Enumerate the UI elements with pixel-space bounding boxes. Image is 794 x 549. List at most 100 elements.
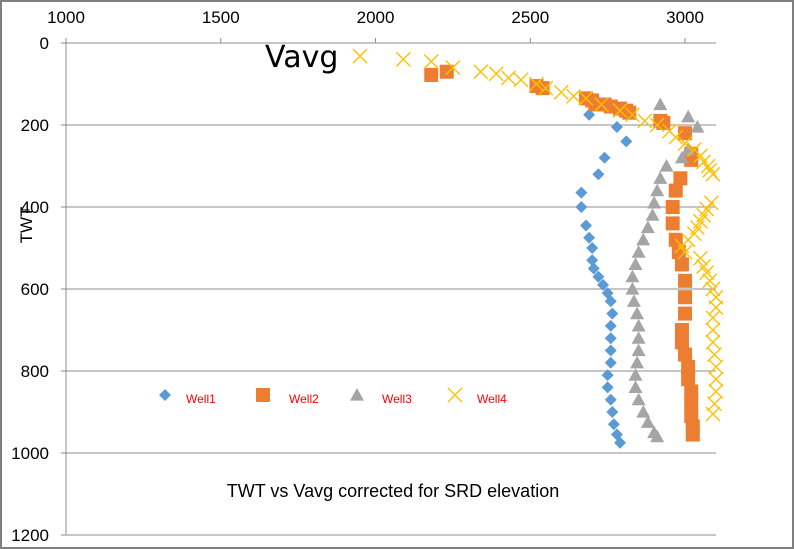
data-point: [423, 53, 439, 69]
data-point: [650, 429, 665, 443]
data-point: [610, 121, 623, 134]
data-point: [636, 405, 651, 418]
data-point: [628, 257, 643, 270]
data-point: [640, 415, 655, 428]
data-point: [513, 72, 529, 88]
data-point: [566, 88, 582, 104]
series-well2: [424, 64, 700, 442]
data-point: [631, 331, 646, 344]
data-point: [424, 67, 439, 82]
data-point: [583, 231, 596, 244]
data-point: [604, 319, 617, 332]
x-tick-label: 1500: [202, 8, 240, 27]
data-point: [677, 135, 693, 151]
data-point: [624, 107, 640, 123]
data-point: [528, 76, 544, 92]
y-tick-label: 600: [21, 280, 49, 299]
data-point: [678, 290, 693, 305]
legend-item-well4: Well4: [447, 387, 507, 406]
data-point: [681, 372, 696, 387]
data-point: [706, 396, 722, 412]
legend-item-well2: Well2: [256, 388, 319, 406]
data-point: [678, 347, 693, 362]
data-point: [674, 323, 689, 337]
data-point: [604, 344, 617, 357]
x-tick-label: 1000: [47, 8, 85, 27]
data-point: [706, 347, 722, 363]
axes: [61, 38, 716, 536]
legend: Well1 Well2 Well3 Well4: [159, 387, 507, 406]
data-point: [473, 64, 489, 80]
y-tick-labels: 0 200 400 600 800 1000 1200: [11, 34, 49, 545]
data-point: [628, 380, 643, 393]
data-point: [636, 232, 651, 246]
data-point: [597, 278, 610, 291]
y-tick-label: 200: [21, 116, 49, 135]
data-point: [604, 332, 617, 345]
data-point: [630, 355, 645, 369]
y-tick-label: 1200: [11, 526, 49, 545]
legend-marker: [350, 388, 364, 401]
data-point: [699, 265, 715, 281]
x-tick-label: 2000: [357, 8, 395, 27]
data-point: [445, 60, 461, 76]
series-well1: [575, 108, 633, 449]
data-point: [681, 359, 696, 374]
legend-label: Well3: [382, 392, 412, 406]
series-well4: [352, 48, 724, 422]
series-well3: [625, 97, 705, 443]
data-point: [653, 97, 668, 111]
y-tick-label: 1000: [11, 444, 49, 463]
data-point: [592, 168, 605, 181]
data-point: [708, 359, 724, 375]
data-point: [586, 254, 599, 267]
data-point: [708, 299, 724, 315]
data-point: [601, 381, 614, 394]
data-point: [501, 70, 517, 86]
legend-label: Well4: [477, 392, 507, 406]
y-tick-label: 800: [21, 362, 49, 381]
data-point: [395, 51, 411, 67]
data-point: [631, 318, 646, 332]
data-point: [625, 269, 640, 283]
data-point: [640, 220, 655, 234]
data-point: [538, 80, 554, 96]
data-point: [620, 135, 633, 148]
gridlines: [66, 124, 716, 536]
data-point: [553, 84, 569, 100]
data-point: [637, 113, 653, 129]
data-point: [684, 396, 699, 411]
vavg-annotation: Vavg: [265, 40, 338, 75]
data-point: [678, 273, 693, 288]
y-tick-label: 0: [40, 34, 49, 53]
data-point: [702, 162, 718, 178]
data-point: [705, 322, 721, 338]
data-point: [700, 158, 716, 174]
data-point: [674, 257, 689, 272]
data-point: [705, 334, 721, 350]
data-point: [612, 103, 628, 119]
data-point: [598, 151, 611, 164]
data-point: [604, 356, 617, 369]
data-point: [593, 97, 609, 112]
data-point: [705, 166, 721, 182]
data-point: [703, 195, 719, 211]
data-point: [685, 427, 700, 442]
chart-title: TWT vs Vavg corrected for SRD elevation: [227, 481, 559, 501]
data-point: [614, 436, 627, 449]
legend-label: Well1: [186, 392, 216, 406]
data-point: [708, 371, 724, 387]
legend-marker: [256, 388, 270, 402]
data-point: [607, 418, 620, 431]
data-point: [604, 393, 617, 406]
data-point: [650, 183, 665, 197]
data-point: [649, 117, 665, 133]
data-point: [668, 183, 683, 198]
legend-marker: [159, 389, 171, 401]
data-point: [604, 295, 617, 308]
data-point: [592, 270, 605, 283]
data-point: [690, 120, 705, 133]
x-tick-label: 3000: [666, 8, 704, 27]
